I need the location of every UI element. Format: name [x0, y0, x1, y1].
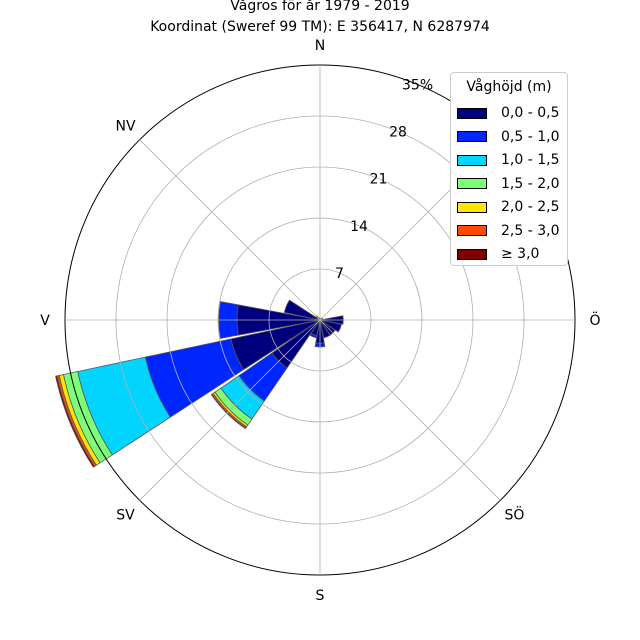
ring-label-1: 14	[350, 219, 368, 235]
direction-label-so: SÖ	[505, 505, 525, 523]
chart-title: Vågros för år 1979 - 2019	[230, 0, 410, 14]
ring-label-2: 21	[370, 172, 388, 188]
sector-13-bin-0	[283, 299, 321, 321]
legend: Våghöjd (m) 0,0 - 0,5 0,5 - 1,0 1,0 - 1,5 1…	[450, 72, 568, 266]
direction-label-nv: NV	[116, 119, 136, 135]
ring-label-0: 7	[335, 266, 344, 282]
spoke-315	[139, 139, 321, 321]
legend-swatch	[457, 178, 487, 189]
legend-swatch	[457, 201, 487, 213]
legend-swatch	[457, 131, 487, 142]
sector-layer	[55, 299, 344, 468]
sector-11-bin-6	[55, 375, 96, 468]
legend-swatch	[457, 248, 487, 260]
ring-label-3: 28	[389, 125, 407, 141]
direction-label-s: S	[316, 588, 325, 604]
legend-item: 1,0 - 1,5	[457, 150, 559, 170]
legend-label: 0,5 - 1,0	[501, 128, 560, 145]
legend-label: 0,0 - 0,5	[501, 105, 560, 121]
chart-subtitle: Koordinat (Sweref 99 TM): E 356417, N 62…	[150, 19, 490, 35]
legend-label: 2,5 - 3,0	[501, 222, 560, 239]
legend-label: ≥ 3,0	[501, 246, 540, 262]
legend-item: 0,5 - 1,0	[457, 127, 559, 147]
spoke-135	[319, 319, 501, 501]
legend-swatch	[457, 154, 487, 166]
legend-title: Våghöjd (m)	[466, 79, 552, 95]
direction-label-v: V	[40, 313, 50, 329]
legend-item: 2,0 - 2,5	[457, 197, 559, 217]
legend-label: 1,5 - 2,0	[501, 175, 560, 192]
legend-item: 2,5 - 3,0	[457, 221, 559, 241]
legend-item: 0,0 - 0,5	[457, 103, 559, 123]
legend-item: ≥ 3,0	[457, 244, 539, 264]
sector-7-bin-0	[319, 319, 331, 339]
direction-label-sv: SV	[116, 507, 135, 523]
sector-10-bin-6	[210, 393, 247, 430]
direction-label-n: N	[315, 38, 325, 54]
legend-label: 1,0 - 1,5	[501, 152, 560, 168]
spoke-225	[139, 319, 321, 501]
ring-label-4: 35%	[402, 77, 433, 93]
legend-label: 2,0 - 2,5	[501, 199, 560, 215]
sector-5-bin-0	[319, 319, 342, 333]
sector-9-bin-1	[309, 332, 318, 339]
legend-swatch	[457, 225, 487, 236]
direction-label-o: Ö	[589, 311, 600, 329]
legend-swatch	[457, 107, 487, 119]
legend-item: 1,5 - 2,0	[457, 174, 559, 194]
